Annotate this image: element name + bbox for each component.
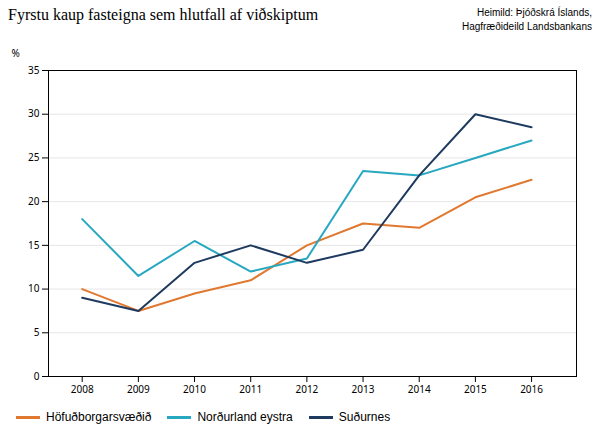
svg-text:2012: 2012 (295, 382, 318, 396)
svg-text:2016: 2016 (520, 382, 543, 396)
html-text:Fyrstu kaup fasteigna sem hlut: Fyrstu kaup fasteigna sem hlutfall af vi… (8, 6, 319, 23)
html-text:Heimild: Þjóðskrá Íslands, Hag: Heimild: Þjóðskrá Íslands, Hagfræðideild… (461, 7, 592, 32)
svg-text:2011: 2011 (239, 382, 262, 396)
svg-text:30: 30 (28, 106, 40, 120)
svg-text:25: 25 (28, 150, 40, 164)
svg-text:%: % (12, 46, 20, 60)
html-text:Höfuðborgarsvæðið: Höfuðborgarsvæðið (46, 410, 152, 424)
svg-text:2014: 2014 (408, 382, 431, 396)
svg-text:2010: 2010 (183, 382, 206, 396)
svg-text:0: 0 (34, 369, 40, 383)
svg-text:2015: 2015 (464, 382, 487, 396)
svg-text:35: 35 (28, 63, 40, 77)
svg-text:2008: 2008 (71, 382, 94, 396)
svg-text:20: 20 (28, 194, 40, 208)
svg-text:15: 15 (28, 238, 40, 252)
html-text:Norðurland eystra: Norðurland eystra (197, 410, 293, 424)
svg-text:5: 5 (34, 325, 40, 339)
svg-text:10: 10 (28, 281, 40, 295)
svg-text:2009: 2009 (127, 382, 150, 396)
html-text:Suðurnes: Suðurnes (338, 410, 391, 424)
svg-text:2013: 2013 (352, 382, 375, 396)
